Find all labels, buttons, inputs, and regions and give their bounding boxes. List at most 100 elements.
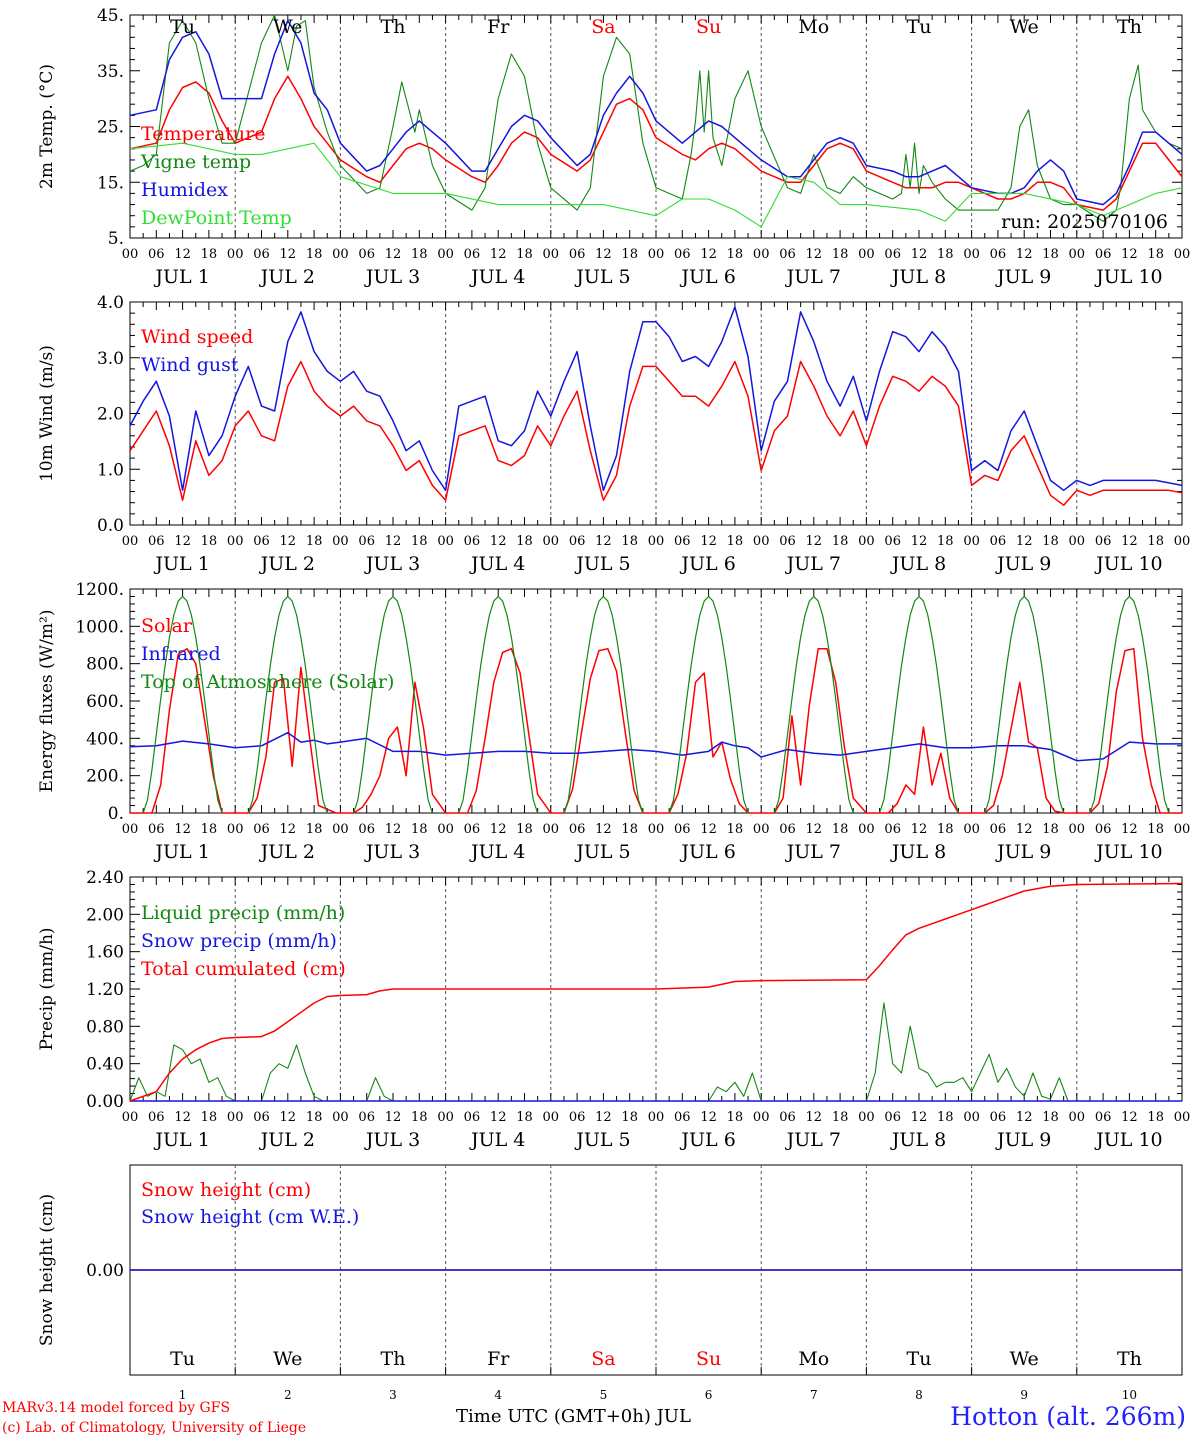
series-top-of-atmosphere-solar bbox=[668, 595, 749, 814]
y-tick-label: 45. bbox=[97, 6, 124, 26]
hour-tick-label: 06 bbox=[1095, 247, 1112, 262]
hour-tick-label: 12 bbox=[700, 534, 717, 549]
series-total-cumulated-cm bbox=[129, 882, 1183, 1102]
hour-tick-label: 00 bbox=[648, 822, 665, 837]
date-label: JUL 9 bbox=[995, 1129, 1051, 1151]
hour-tick-label: 00 bbox=[963, 247, 980, 262]
date-label: JUL 6 bbox=[679, 841, 735, 863]
hour-tick-label: 18 bbox=[937, 1110, 954, 1125]
hour-tick-label: 12 bbox=[806, 1110, 823, 1125]
y-tick-label: 400. bbox=[86, 729, 124, 749]
series-humidex bbox=[129, 19, 1183, 206]
hour-tick-label: 18 bbox=[516, 247, 533, 262]
hour-tick-label: 18 bbox=[832, 534, 849, 549]
y-axis-label: Energy fluxes (W/m²) bbox=[37, 610, 57, 793]
date-label: JUL 2 bbox=[259, 553, 315, 575]
hour-tick-label: 18 bbox=[1042, 822, 1059, 837]
hour-tick-label: 18 bbox=[937, 247, 954, 262]
panel-2: 0.0 1.0 2.0 3.0 4.0 10m Wind (m/s) 00 06 12 18 JUL… bbox=[37, 293, 1190, 575]
hour-tick-label: 00 bbox=[227, 247, 244, 262]
hour-tick-label: 06 bbox=[148, 534, 165, 549]
hour-tick-label: 00 bbox=[437, 822, 454, 837]
series-top-of-atmosphere-solar bbox=[1089, 595, 1170, 814]
legend-humidex: Humidex bbox=[141, 179, 228, 201]
hour-tick-label: 06 bbox=[464, 822, 481, 837]
y-axis-label: 2m Temp. (°C) bbox=[37, 64, 57, 189]
day-number-label: 2 bbox=[284, 1388, 292, 1402]
hour-tick-label: 12 bbox=[490, 1110, 507, 1125]
panel-1: 5. 15. 25. 35. 45. 2m Temp. (°C) 00 06 12 18 JUL 1… bbox=[37, 6, 1190, 288]
hour-tick-label: 00 bbox=[227, 1110, 244, 1125]
date-label: JUL 9 bbox=[995, 553, 1051, 575]
hour-tick-label: 12 bbox=[280, 247, 297, 262]
hour-tick-label: 00 bbox=[1174, 534, 1191, 549]
hour-tick-label: 18 bbox=[621, 822, 638, 837]
hour-tick-label: 06 bbox=[148, 247, 165, 262]
y-tick-label: 2.0 bbox=[97, 405, 124, 425]
hour-tick-label: 18 bbox=[306, 534, 323, 549]
date-label: JUL 10 bbox=[1094, 553, 1162, 575]
series-liquid-precip-mm-h bbox=[129, 1002, 1182, 1102]
day-of-week-label: Sa bbox=[591, 16, 615, 38]
y-tick-label: 15. bbox=[97, 173, 124, 193]
series-top-of-atmosphere-solar bbox=[773, 595, 854, 814]
date-label: JUL 2 bbox=[259, 841, 315, 863]
hour-tick-label: 18 bbox=[411, 1110, 428, 1125]
day-of-week-label: Sa bbox=[591, 1348, 615, 1370]
y-tick-label: 1000. bbox=[75, 617, 124, 637]
hour-tick-label: 00 bbox=[332, 247, 349, 262]
hour-tick-label: 12 bbox=[174, 822, 191, 837]
day-of-week-label: Tu bbox=[170, 1348, 195, 1370]
hour-tick-label: 00 bbox=[122, 822, 139, 837]
hour-tick-label: 06 bbox=[253, 247, 270, 262]
hour-tick-label: 00 bbox=[1069, 822, 1086, 837]
hour-tick-label: 00 bbox=[753, 534, 770, 549]
hour-tick-label: 00 bbox=[1069, 1110, 1086, 1125]
hour-tick-label: 12 bbox=[595, 822, 612, 837]
hour-tick-label: 06 bbox=[464, 247, 481, 262]
hour-tick-label: 00 bbox=[543, 247, 560, 262]
day-number-label: 8 bbox=[915, 1388, 923, 1402]
hour-tick-label: 06 bbox=[884, 534, 901, 549]
date-label: JUL 10 bbox=[1094, 841, 1162, 863]
hour-tick-label: 06 bbox=[148, 1110, 165, 1125]
hour-tick-label: 00 bbox=[122, 1110, 139, 1125]
hour-tick-label: 18 bbox=[306, 247, 323, 262]
hour-tick-label: 18 bbox=[832, 822, 849, 837]
legend-top-of-atmosphere-solar: Top of Atmosphere (Solar) bbox=[141, 671, 394, 693]
y-tick-label: 5. bbox=[108, 229, 124, 249]
y-tick-label: 0.80 bbox=[86, 1017, 124, 1037]
hour-tick-label: 06 bbox=[779, 534, 796, 549]
hour-tick-label: 12 bbox=[911, 1110, 928, 1125]
date-label: JUL 7 bbox=[785, 1129, 841, 1151]
series-top-of-atmosphere-solar bbox=[458, 595, 539, 814]
y-tick-label: 0.00 bbox=[86, 1261, 124, 1281]
hour-tick-label: 18 bbox=[306, 1110, 323, 1125]
date-label: JUL 6 bbox=[679, 1129, 735, 1151]
day-of-week-label: Th bbox=[1117, 16, 1142, 38]
hour-tick-label: 00 bbox=[1069, 534, 1086, 549]
hour-tick-label: 06 bbox=[569, 247, 586, 262]
hour-tick-label: 18 bbox=[937, 534, 954, 549]
lab-credit: (c) Lab. of Climatology, University of L… bbox=[2, 1420, 307, 1436]
hour-tick-label: 18 bbox=[516, 1110, 533, 1125]
hour-tick-label: 06 bbox=[358, 822, 375, 837]
date-label: JUL 8 bbox=[890, 841, 946, 863]
hour-tick-label: 18 bbox=[727, 822, 744, 837]
panel-4: 0.00 0.40 0.80 1.20 1.60 2.00 2.40 Precip (mm/h… bbox=[37, 868, 1190, 1151]
hour-tick-label: 18 bbox=[1042, 534, 1059, 549]
hour-tick-label: 06 bbox=[779, 822, 796, 837]
day-of-week-label: Mo bbox=[798, 16, 829, 38]
panel-frame bbox=[129, 14, 1183, 239]
hour-tick-label: 06 bbox=[779, 1110, 796, 1125]
hour-tick-label: 12 bbox=[1121, 822, 1138, 837]
legend-dewpoint-temp: DewPoint Temp bbox=[141, 207, 292, 229]
date-label: JUL 7 bbox=[785, 553, 841, 575]
date-label: JUL 2 bbox=[259, 1129, 315, 1151]
y-tick-label: 0.40 bbox=[86, 1055, 124, 1075]
hour-tick-label: 18 bbox=[727, 534, 744, 549]
y-tick-label: 1.20 bbox=[86, 980, 124, 1000]
date-label: JUL 4 bbox=[469, 841, 525, 863]
hour-tick-label: 12 bbox=[700, 1110, 717, 1125]
hour-tick-label: 06 bbox=[569, 822, 586, 837]
